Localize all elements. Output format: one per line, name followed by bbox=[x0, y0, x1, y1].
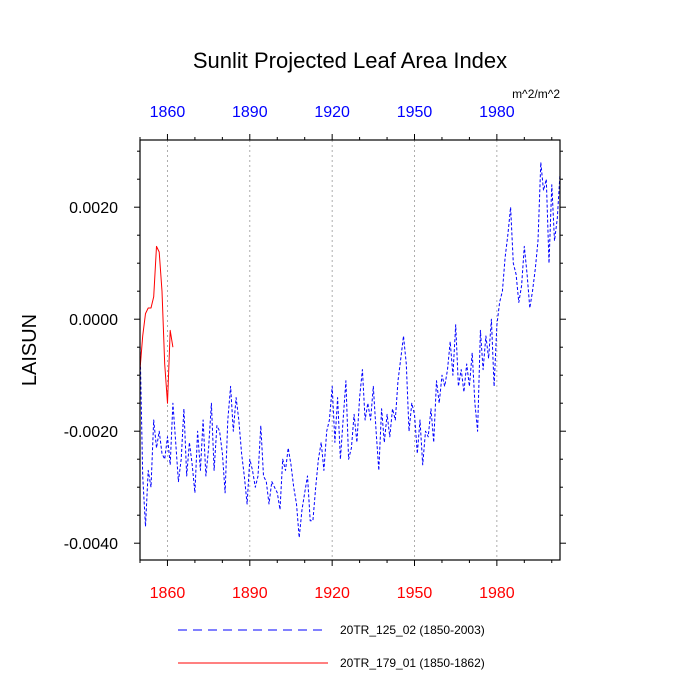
y-tick-label: 0.0000 bbox=[69, 312, 118, 329]
y-tick-label: 0.0020 bbox=[69, 200, 118, 217]
legend: 20TR_125_02 (1850-2003) 20TR_179_01 (185… bbox=[178, 623, 485, 670]
grid-layer bbox=[167, 140, 498, 560]
y-tick-label: -0.0040 bbox=[64, 536, 118, 553]
x-tick-label-top: 1860 bbox=[150, 104, 186, 121]
x-tick-label-top: 1920 bbox=[314, 104, 350, 121]
series-layer bbox=[139, 161, 561, 539]
series-line-20tr-125-02 bbox=[139, 161, 561, 539]
x-tick-label-bottom: 1890 bbox=[232, 585, 268, 602]
y-tick-label: -0.0020 bbox=[64, 424, 118, 441]
x-tick-label-top: 1950 bbox=[397, 104, 433, 121]
x-tick-label-bottom: 1860 bbox=[150, 585, 186, 602]
plot-frame bbox=[139, 139, 561, 561]
x-tick-label-bottom: 1920 bbox=[314, 585, 350, 602]
x-tick-label-top: 1890 bbox=[232, 104, 268, 121]
axis-layer: 1860 1860 1890 1890 1920 1920 1950 1950 1980 1980… bbox=[64, 104, 566, 602]
x-tick-label-top: 1980 bbox=[479, 104, 515, 121]
series-line-20tr-179-01 bbox=[139, 245, 174, 404]
units-label: m^2/m^2 bbox=[512, 87, 560, 101]
x-tick-label-bottom: 1950 bbox=[397, 585, 433, 602]
y-axis-label: LAISUN bbox=[19, 314, 41, 386]
legend-label-20tr-125-02: 20TR_125_02 (1850-2003) bbox=[340, 623, 485, 637]
x-tick-label-bottom: 1980 bbox=[479, 585, 515, 602]
chart-title: Sunlit Projected Leaf Area Index bbox=[193, 48, 507, 73]
legend-label-20tr-179-01: 20TR_179_01 (1850-1862) bbox=[340, 656, 485, 670]
